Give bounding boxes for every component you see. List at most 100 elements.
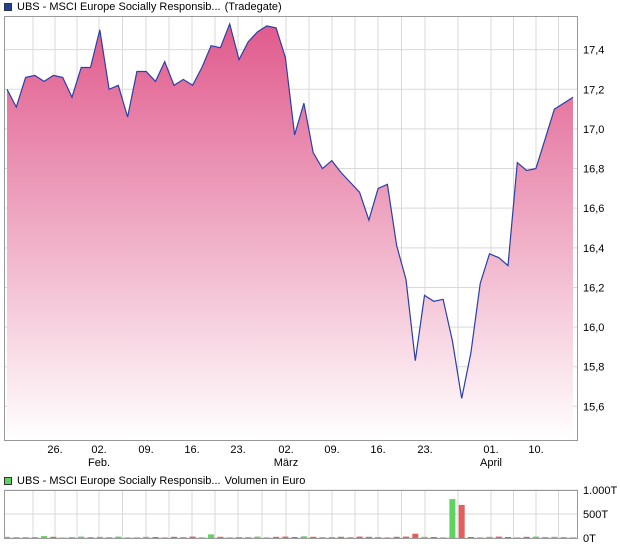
- volume-bar: [78, 536, 85, 538]
- volume-bar: [226, 537, 233, 539]
- x-tick-label: 23.: [230, 444, 245, 456]
- x-tick-label: 16.: [184, 444, 199, 456]
- volume-bar: [115, 536, 122, 538]
- volume-bar: [291, 537, 298, 538]
- volume-bar: [514, 537, 521, 539]
- price-y-tick-label: 17,0: [583, 124, 604, 136]
- volume-y-tick-label: 0T: [583, 533, 596, 545]
- price-area: [7, 23, 573, 441]
- volume-legend: UBS - MSCI Europe Socially Responsib... …: [4, 474, 305, 488]
- volume-bar: [495, 536, 502, 538]
- x-tick-label: 01.: [483, 444, 498, 456]
- volume-bar: [338, 536, 344, 538]
- x-tick-label: 02.: [278, 444, 293, 456]
- volume-y-axis: 1.000T 500T 0T: [583, 485, 618, 545]
- price-legend-venue: (Tradegate): [224, 1, 282, 13]
- price-y-axis: 17,4 17,2 17,0 16,8 16,6 16,4 16,2 16,0 15,8 15,6: [583, 45, 604, 414]
- volume-bar: [87, 537, 94, 538]
- price-line: [6, 21, 574, 399]
- volume-bar: [189, 536, 196, 538]
- x-month-label: Feb.: [88, 457, 110, 469]
- x-tick-label: 09.: [324, 444, 339, 456]
- volume-bar: [273, 536, 280, 538]
- x-month-label: März: [274, 457, 298, 469]
- volume-bar: [458, 504, 465, 538]
- volume-bar: [440, 537, 447, 539]
- volume-bar: [403, 536, 409, 538]
- x-tick-label: 02.: [91, 444, 106, 456]
- volume-plot-frame: [4, 490, 578, 539]
- volume-bar: [570, 537, 576, 539]
- volume-bar: [532, 536, 539, 538]
- price-y-tick-label: 16,4: [583, 243, 604, 255]
- volume-bar: [106, 537, 113, 539]
- x-tick-label: 09.: [138, 444, 153, 456]
- price-y-tick-label: 16,6: [583, 203, 604, 215]
- volume-bar: [143, 536, 150, 538]
- price-y-tick-label: 17,4: [583, 45, 604, 57]
- volume-bar: [421, 536, 428, 538]
- volume-bar: [245, 537, 252, 539]
- x-tick-label: 23.: [417, 444, 432, 456]
- price-legend-swatch: [4, 3, 12, 11]
- price-y-tick-label: 16,0: [583, 322, 604, 334]
- price-y-tick-label: 17,2: [583, 84, 604, 96]
- volume-bar: [96, 536, 103, 538]
- volume-bar: [171, 536, 177, 538]
- volume-bar: [13, 537, 20, 539]
- price-y-tick-label: 16,8: [583, 164, 604, 176]
- volume-legend-label: UBS - MSCI Europe Socially Responsib...: [17, 475, 221, 487]
- volume-legend-swatch: [4, 477, 12, 485]
- volume-bar: [161, 537, 168, 539]
- volume-bar: [393, 536, 400, 538]
- volume-bar: [467, 537, 474, 538]
- volume-bar: [300, 536, 307, 538]
- volume-bar: [375, 537, 382, 538]
- x-month-label: April: [480, 457, 502, 469]
- x-tick-label: 10.: [528, 444, 543, 456]
- volume-bar: [236, 537, 242, 538]
- volume-bar: [50, 536, 57, 538]
- volume-bar: [505, 537, 511, 538]
- volume-bar: [449, 499, 456, 538]
- volume-bar: [328, 537, 335, 538]
- price-legend: UBS - MSCI Europe Socially Responsib... …: [4, 0, 282, 14]
- volume-bar: [41, 536, 48, 538]
- volume-bar: [384, 537, 391, 539]
- volume-bar: [347, 537, 354, 539]
- volume-bar: [356, 536, 363, 538]
- volume-y-tick-label: 1.000T: [583, 485, 618, 497]
- volume-bar: [180, 537, 187, 538]
- x-tick-label: 16.: [370, 444, 385, 456]
- volume-bar: [412, 533, 419, 538]
- volume-bar: [477, 537, 484, 539]
- volume-bar: [282, 536, 289, 538]
- x-axis: 26. 02. 09. 16. 23. 02. 09. 16. 23. 01. 10. Feb. Mär…: [47, 444, 543, 469]
- volume-bar: [69, 537, 75, 539]
- x-tick-label: 26.: [47, 444, 62, 456]
- volume-bar: [486, 536, 493, 538]
- volume-y-tick-label: 500T: [583, 509, 608, 521]
- volume-bar: [152, 537, 159, 538]
- volume-bar: [217, 536, 224, 538]
- volume-bar: [542, 537, 549, 538]
- volume-bar: [4, 536, 10, 538]
- volume-bar: [523, 536, 530, 538]
- volume-bar: [133, 537, 140, 539]
- volume-bar: [198, 537, 205, 539]
- volume-legend-unit: Volumen in Euro: [224, 475, 306, 487]
- price-y-tick-label: 15,8: [583, 362, 604, 374]
- price-plot-frame: [4, 16, 578, 441]
- volume-bar: [263, 537, 270, 539]
- volume-bar: [208, 534, 215, 538]
- volume-bar: [551, 536, 558, 538]
- volume-bar: [560, 537, 567, 538]
- volume-bars: [4, 499, 576, 539]
- volume-bar: [22, 537, 29, 539]
- price-legend-label: UBS - MSCI Europe Socially Responsib...: [17, 1, 221, 13]
- volume-bar: [365, 536, 372, 538]
- volume-bar: [319, 537, 326, 539]
- price-y-tick-label: 15,6: [583, 401, 604, 413]
- price-y-tick-label: 16,2: [583, 282, 604, 294]
